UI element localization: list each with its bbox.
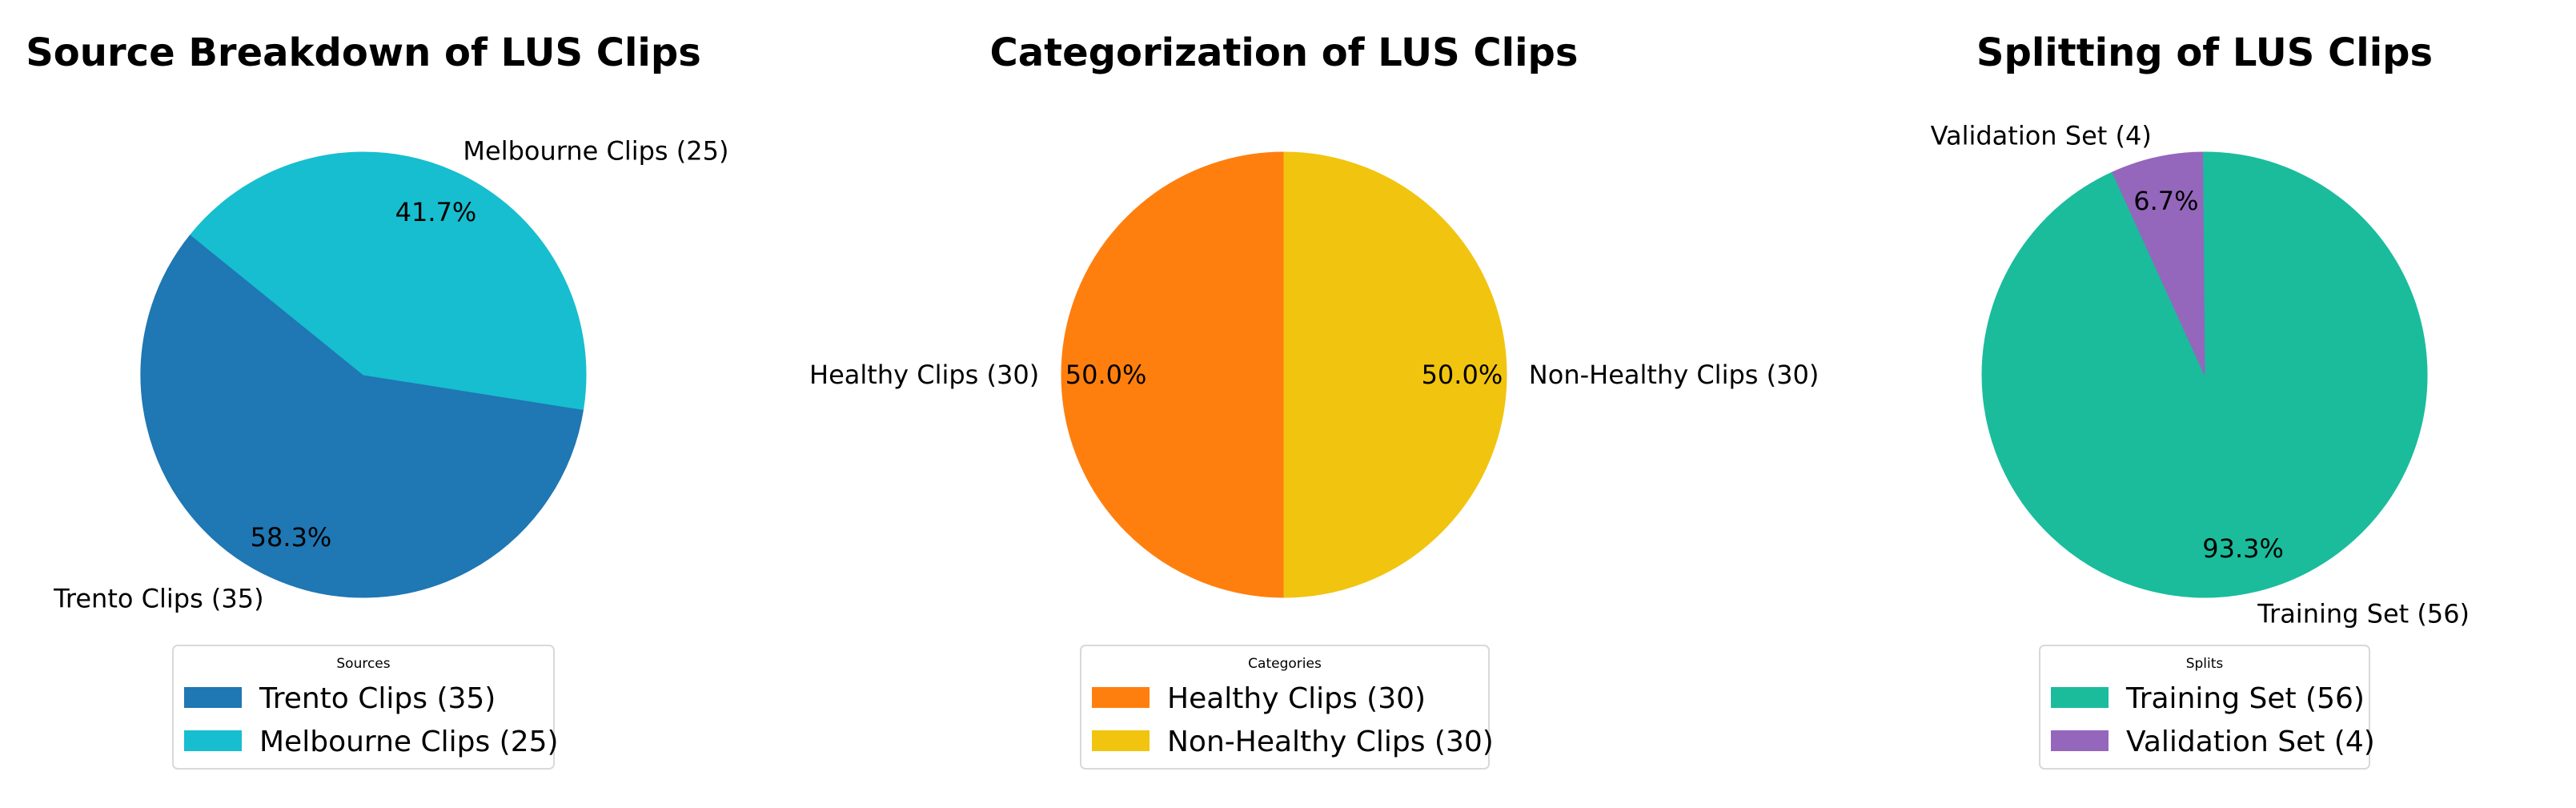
legend-swatch-melbourne-clips <box>184 730 242 751</box>
legend-swatch-trento-clips <box>184 687 242 708</box>
slice-category-label: Validation Set (4) <box>1931 120 2152 151</box>
slice-percent-label: 6.7% <box>2133 186 2198 216</box>
legend-swatch-non-healthy-clips <box>1092 730 1150 751</box>
legend-frame <box>172 645 555 770</box>
pie-slice-healthy-clips <box>1061 151 1285 598</box>
pie-chart-2: Categorization of LUS Clips 50.0% Healthy … <box>809 30 1820 770</box>
chart-legend: Categories Healthy Clips (30) Non-Healthy … <box>1080 645 1494 770</box>
legend-entry-label: Training Set (56) <box>2125 682 2365 715</box>
pie-slice-non-healthy-clips <box>1283 151 1507 598</box>
pie-chart-1: Source Breakdown of LUS Clips 58.3% Trento… <box>26 30 728 770</box>
pie-slice-melbourne-clips <box>190 151 587 411</box>
slice-percent-label: 93.3% <box>2202 533 2284 564</box>
slice-percent-label: 50.0% <box>1422 360 1503 390</box>
slice-percent-label: 58.3% <box>251 522 332 553</box>
pie-slice-trento-clips <box>140 234 584 598</box>
legend-entry-label: Trento Clips (35) <box>259 682 496 715</box>
pie-slice-validation-set <box>2112 151 2205 376</box>
slice-category-label: Trento Clips (35) <box>53 583 264 613</box>
chart-legend: Sources Trento Clips (35) Melbourne Clips … <box>172 645 559 770</box>
legend-frame <box>1080 645 1490 770</box>
legend-title: Sources <box>336 656 390 672</box>
legend-entry-label: Validation Set (4) <box>2126 726 2375 758</box>
slice-category-label: Training Set (56) <box>2257 599 2470 629</box>
legend-entry-label: Non-Healthy Clips (30) <box>1167 726 1494 758</box>
chart-legend: Splits Training Set (56) Validation Set (4… <box>2039 645 2375 770</box>
slice-category-label: Melbourne Clips (25) <box>463 136 728 167</box>
legend-title: Categories <box>1248 656 1322 672</box>
slice-percent-label: 50.0% <box>1065 360 1147 390</box>
slice-percent-label: 41.7% <box>395 197 477 227</box>
legend-swatch-validation-set <box>2051 730 2109 751</box>
pie-chart-3: Splitting of LUS Clips 93.3% Training Set … <box>1931 30 2470 770</box>
legend-title: Splits <box>2186 656 2224 672</box>
legend-swatch-training-set <box>2051 687 2109 708</box>
legend-swatch-healthy-clips <box>1092 687 1150 708</box>
chart-title: Splitting of LUS Clips <box>1976 30 2433 75</box>
slice-category-label: Non-Healthy Clips (30) <box>1529 360 1820 390</box>
chart-title: Categorization of LUS Clips <box>990 30 1579 75</box>
legend-frame <box>2039 645 2370 770</box>
chart-title: Source Breakdown of LUS Clips <box>26 30 701 75</box>
pie-slice-training-set <box>1981 151 2428 598</box>
slice-category-label: Healthy Clips (30) <box>809 360 1039 390</box>
legend-entry-label: Healthy Clips (30) <box>1167 682 1426 715</box>
legend-entry-label: Melbourne Clips (25) <box>259 726 559 758</box>
